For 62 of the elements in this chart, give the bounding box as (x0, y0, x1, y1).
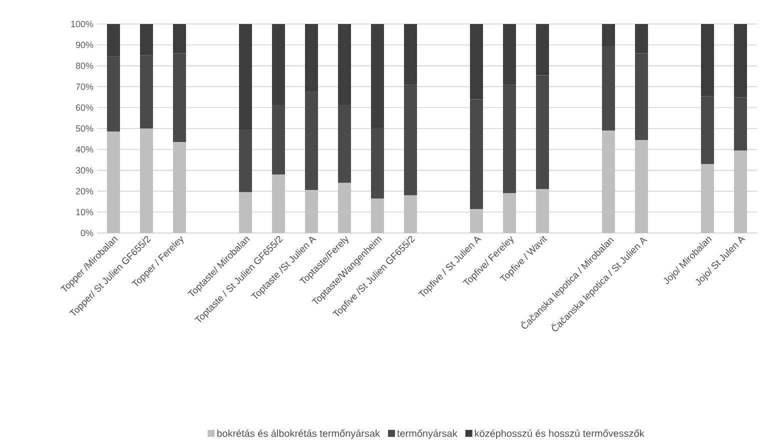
y-tick-label: 100% (71, 20, 94, 28)
bar (107, 24, 120, 56)
bar (602, 46, 616, 131)
bar (140, 24, 153, 56)
bar (635, 24, 648, 54)
bar (305, 190, 318, 233)
bar (338, 182, 352, 233)
bar (305, 92, 318, 190)
legend-label: termőnyársak (397, 429, 458, 439)
bar (272, 174, 286, 233)
bar (503, 24, 516, 85)
bar (305, 24, 318, 92)
bar (272, 24, 286, 104)
y-tick-label: 30% (76, 167, 94, 174)
bar (734, 150, 748, 233)
y-tick-label: 70% (76, 84, 94, 90)
y-tick-label: 20% (76, 188, 94, 194)
y-tick-label: 90% (76, 42, 94, 48)
bar (404, 24, 418, 85)
bar (503, 84, 516, 194)
bar (404, 195, 418, 233)
bar (371, 198, 384, 233)
bar (536, 24, 550, 76)
bar (173, 53, 186, 142)
bar (239, 130, 252, 192)
bar (503, 193, 516, 233)
bar (602, 130, 616, 233)
bar (635, 53, 648, 140)
bar (536, 75, 550, 190)
bar (239, 192, 252, 233)
bar (734, 24, 748, 98)
bar (338, 104, 352, 183)
bar (371, 24, 384, 128)
y-tick-label: 50% (76, 125, 94, 132)
bar (701, 24, 714, 96)
bar (470, 99, 484, 209)
bar (371, 127, 384, 199)
bar (107, 132, 120, 233)
y-tick-label: 80% (76, 62, 94, 69)
bar (404, 84, 418, 196)
bar (470, 24, 484, 100)
bar (173, 24, 186, 54)
bar (338, 24, 352, 104)
legend-label: bokrétás és álbokrétás termőnyársak (217, 429, 380, 439)
bar (734, 97, 748, 150)
bar (140, 55, 153, 128)
bar (701, 96, 714, 164)
y-tick-label: 10% (76, 208, 94, 216)
bar (140, 128, 153, 233)
y-tick-label: 40% (76, 146, 94, 153)
bar (602, 24, 616, 46)
y-tick-label: 60% (76, 104, 94, 111)
legend-label: középhosszú és hosszú termővesszők (475, 429, 644, 439)
bar (635, 140, 648, 233)
bar (107, 56, 120, 132)
y-tick-label: 0% (80, 230, 94, 236)
bar (272, 104, 286, 174)
bar (239, 24, 252, 130)
bar (536, 189, 550, 233)
bar (470, 208, 484, 233)
bar (701, 164, 714, 233)
bar (173, 142, 186, 233)
